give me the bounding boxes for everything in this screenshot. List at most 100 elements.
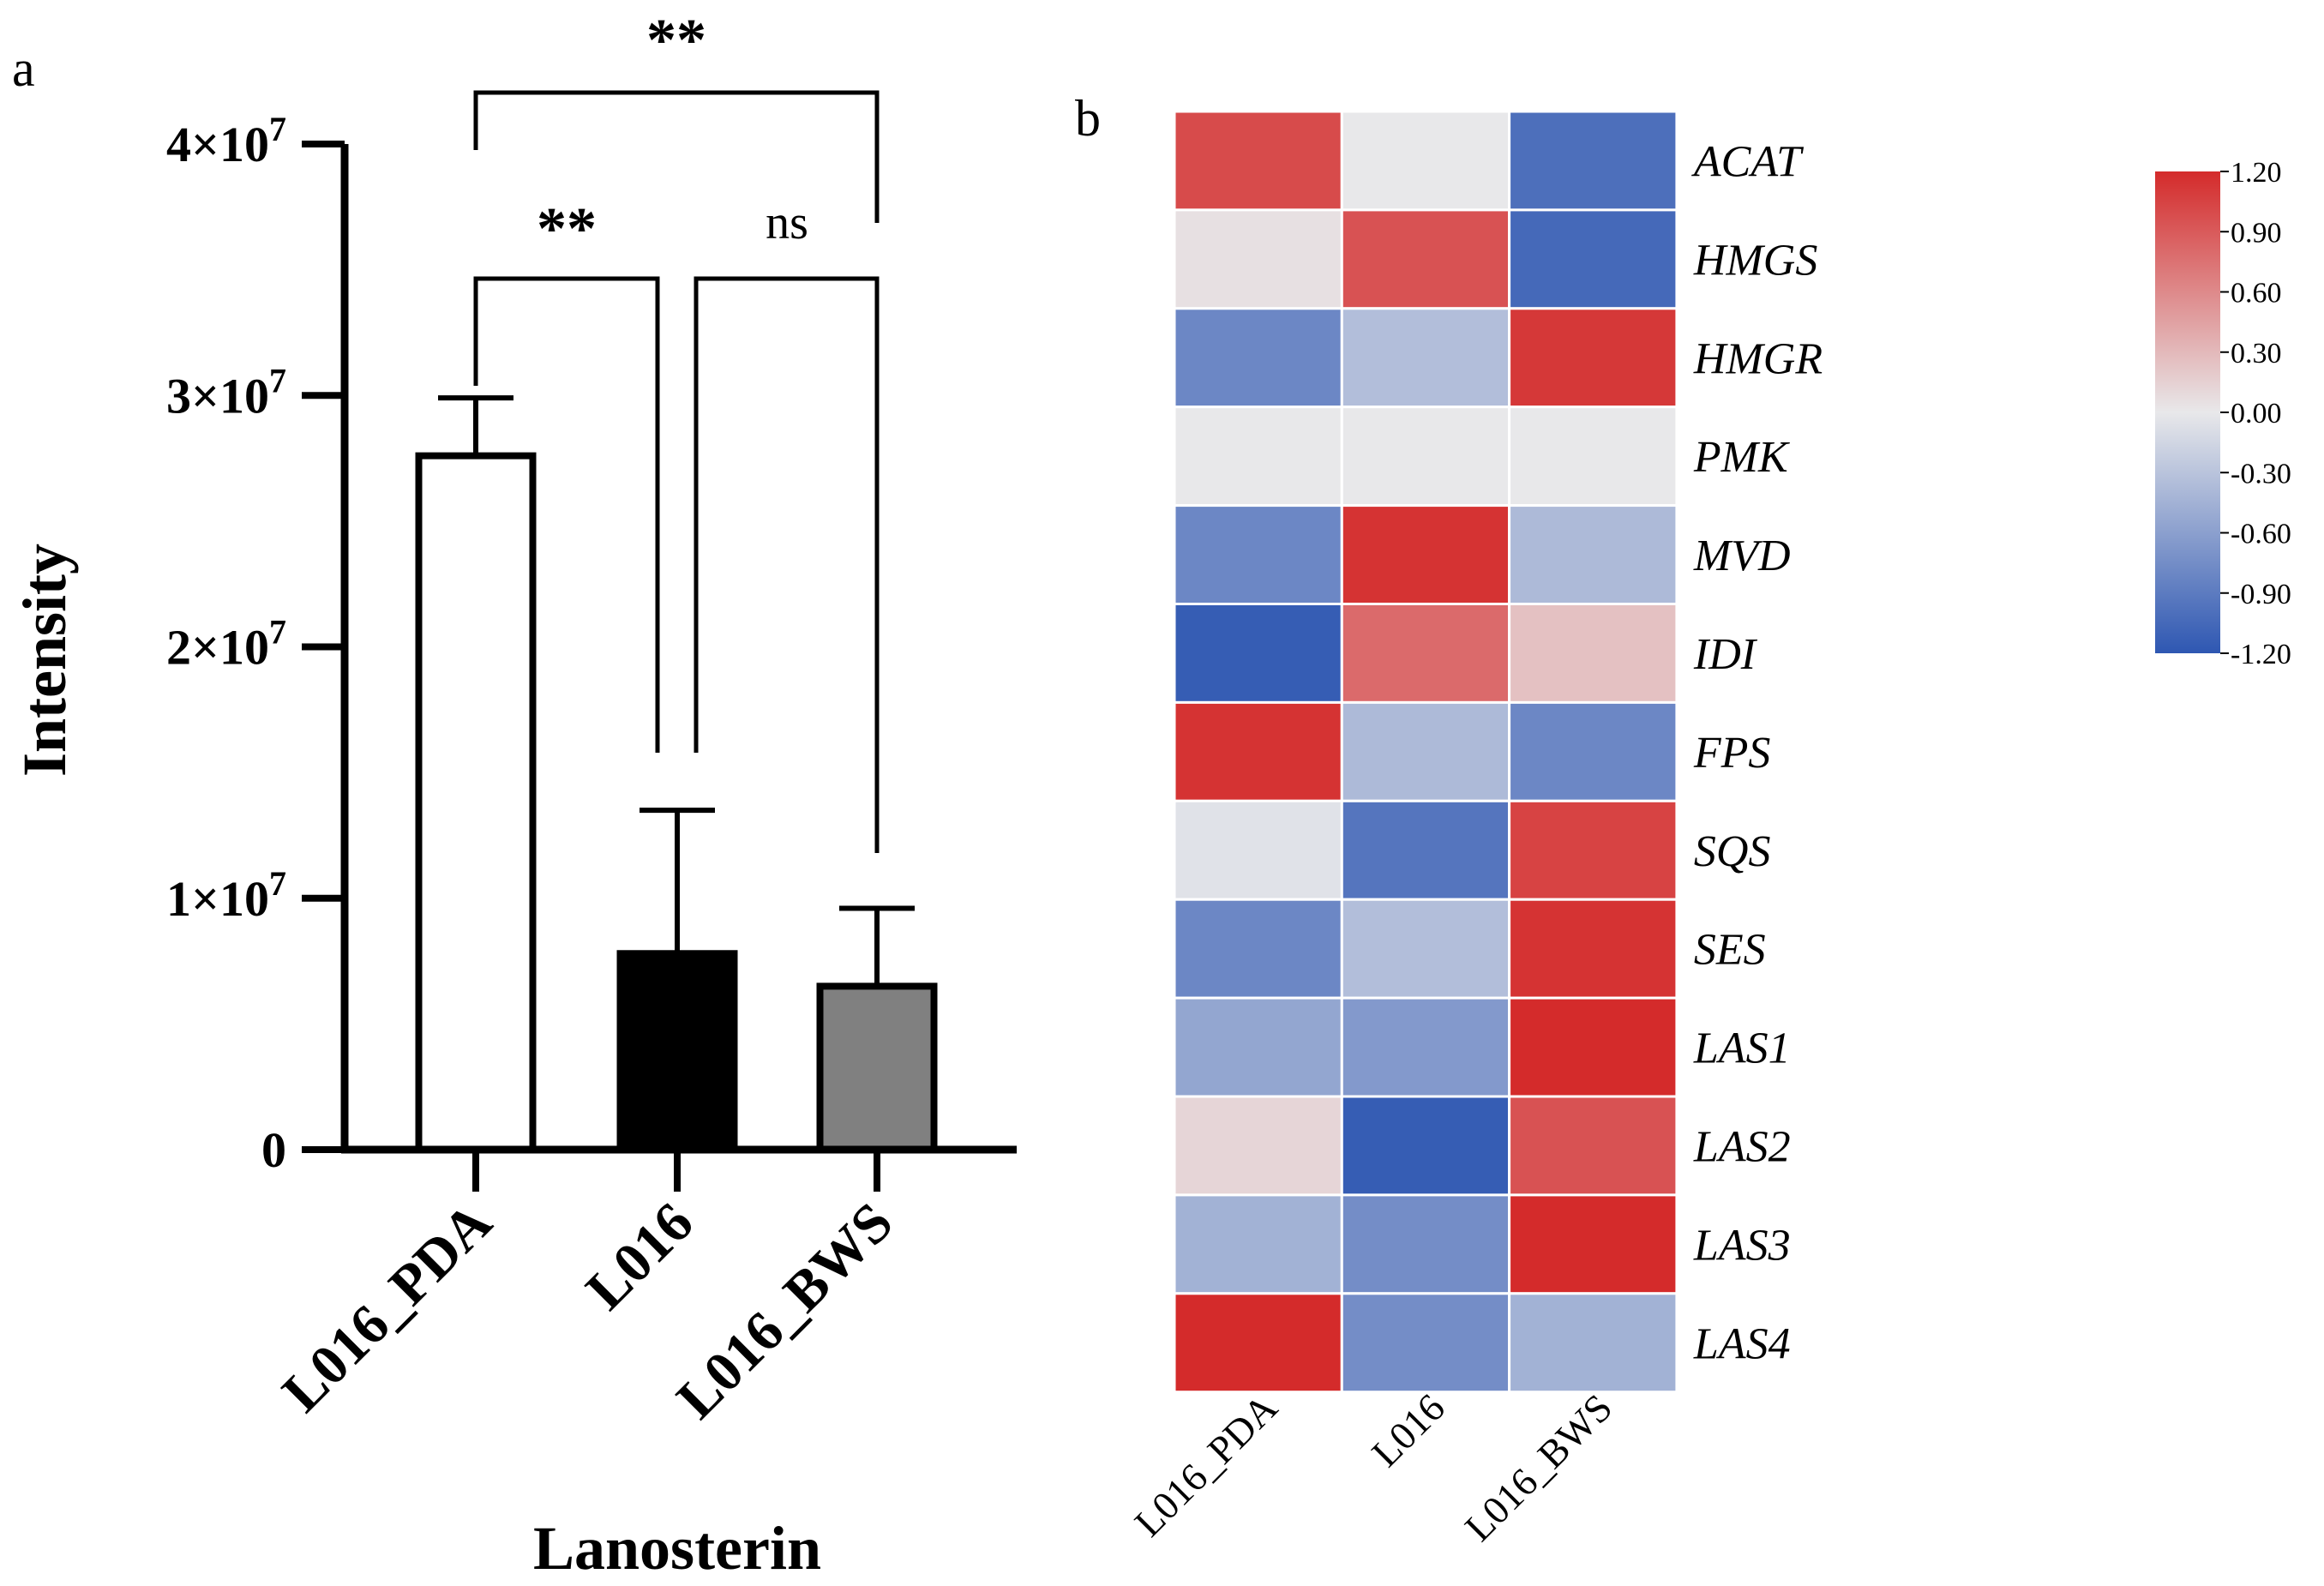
y-tick-label: 3×107: [166, 361, 286, 424]
gene-label: SQS: [1694, 827, 1771, 876]
gene-label: LAS1: [1693, 1024, 1791, 1073]
heatmap-cell: [1340, 799, 1511, 901]
colorbar-ticks: 1.20 0.90 0.60 0.30 0.00 -0.30 -0.60 -0.90 -1.20: [2220, 157, 2291, 670]
y-tick-label: 0: [261, 1122, 286, 1178]
gene-label: LAS3: [1693, 1221, 1791, 1270]
bar-series: [415, 452, 938, 1154]
heatmap-cell: [1340, 1292, 1511, 1394]
y-tick-base: 2×10: [166, 620, 269, 676]
heatmap-cell: [1508, 504, 1678, 605]
heatmap-cell: [1173, 1095, 1343, 1197]
heatmap-cell: [1173, 110, 1343, 212]
heatmap-cell: [1173, 307, 1343, 409]
gene-label: FPS: [1693, 729, 1771, 778]
heatmap-cell: [1173, 1193, 1343, 1295]
y-tick-base: 1×10: [166, 871, 269, 927]
colorbar-tick-label: 0.90: [2231, 217, 2282, 249]
heatmap-cell: [1508, 603, 1678, 704]
y-tick-base: 3×10: [166, 368, 269, 424]
heatmap-cell: [1340, 603, 1511, 704]
y-tick-label: 2×107: [166, 613, 286, 676]
heatmap-cell: [1340, 700, 1511, 802]
sig-label-pda-bws: **: [646, 8, 706, 74]
sample-label: L016_BWS: [1456, 1385, 1620, 1549]
heatmap-cell: [1340, 208, 1511, 310]
y-tick-exponent: 7: [269, 361, 286, 400]
sig-label-pda-l016: **: [537, 196, 597, 262]
heatmap-cell: [1340, 504, 1511, 605]
heatmap-cell: [1340, 110, 1511, 212]
heatmap-cell: [1508, 307, 1678, 409]
heatmap-panel: b ACAT HMGS HMGR PMK MVD IDI FPS SQS SES LAS1 LAS2…: [1075, 90, 2291, 1549]
gene-label: HMGR: [1693, 334, 1823, 383]
heatmap-cell: [1508, 1095, 1678, 1197]
panel-a-letter: a: [12, 40, 35, 97]
colorbar-tick-label: 1.20: [2231, 157, 2282, 189]
gene-label: LAS2: [1693, 1122, 1791, 1171]
heatmap-cell: [1173, 996, 1343, 1098]
heatmap-cell: [1173, 700, 1343, 802]
colorbar-gradient: [2155, 171, 2220, 653]
heatmap-cell: [1508, 1292, 1678, 1394]
sample-label: L016: [1363, 1385, 1453, 1475]
error-bars: [438, 395, 915, 987]
significance-brackets: ** ** ns: [473, 8, 880, 853]
colorbar-tick-label: 0.00: [2231, 398, 2282, 430]
heatmap-cell: [1340, 406, 1511, 508]
bar-l016-bws: [816, 982, 938, 1153]
heatmap-cell: [1173, 1292, 1343, 1394]
panel-b-letter: b: [1075, 90, 1101, 147]
heatmap-cell: [1508, 208, 1678, 310]
y-axis-title: Intensity: [10, 544, 79, 777]
colorbar-tick-label: -0.60: [2231, 519, 2291, 550]
heatmap-cell: [1173, 898, 1343, 1000]
sample-labels: L016_PDA L016 L016_BWS: [1126, 1385, 1621, 1549]
heatmap-cell: [1508, 799, 1678, 901]
gene-label: ACAT: [1691, 137, 1804, 186]
y-tick-exponent: 7: [269, 864, 286, 903]
heatmap-cell: [1173, 208, 1343, 310]
x-tick-label: L016: [574, 1191, 706, 1322]
colorbar-tick-label: -0.30: [2231, 458, 2291, 490]
x-axis-title: Lanosterin: [533, 1514, 821, 1583]
heatmap-cell: [1340, 996, 1511, 1098]
heatmap-cell: [1508, 700, 1678, 802]
gene-label: SES: [1694, 926, 1766, 975]
bracket-l016-bws: [694, 276, 880, 853]
bracket-pda-l016: [473, 276, 660, 753]
bar-l016-pda: [415, 452, 537, 1153]
y-tick-exponent: 7: [269, 613, 286, 652]
gene-labels: ACAT HMGS HMGR PMK MVD IDI FPS SQS SES LAS1 LAS2 LA…: [1691, 137, 1823, 1368]
sig-label-l016-bws: ns: [766, 196, 808, 249]
gene-label: MVD: [1693, 532, 1791, 580]
bar-l016: [616, 950, 738, 1154]
colorbar-tick-label: 0.30: [2231, 338, 2282, 369]
heatmap-cell: [1508, 996, 1678, 1098]
y-tick-base: 0: [261, 1122, 286, 1178]
y-tick-label: 4×107: [166, 110, 286, 172]
colorbar: 1.20 0.90 0.60 0.30 0.00 -0.30 -0.60 -0.90 -1.20: [2155, 157, 2291, 670]
heatmap-cell: [1340, 307, 1511, 409]
heatmap-cell: [1508, 110, 1678, 212]
heatmap-cells: [1173, 110, 1678, 1394]
heatmap-cell: [1508, 406, 1678, 508]
heatmap-cell: [1508, 898, 1678, 1000]
bracket-pda-bws: [473, 90, 880, 223]
heatmap-cell: [1173, 406, 1343, 508]
y-tick-base: 4×10: [166, 117, 269, 172]
x-tick-label: L016_BWS: [665, 1191, 905, 1431]
heatmap-cell: [1173, 504, 1343, 605]
heatmap-cell: [1173, 799, 1343, 901]
gene-label: HMGS: [1693, 236, 1817, 285]
heatmap-cell: [1340, 898, 1511, 1000]
heatmap-cell: [1508, 1193, 1678, 1295]
colorbar-tick-label: -1.20: [2231, 639, 2291, 670]
colorbar-tick-label: 0.60: [2231, 278, 2282, 309]
gene-label: PMK: [1693, 433, 1790, 482]
gene-label: IDI: [1693, 630, 1758, 679]
sample-label: L016_PDA: [1126, 1385, 1286, 1545]
